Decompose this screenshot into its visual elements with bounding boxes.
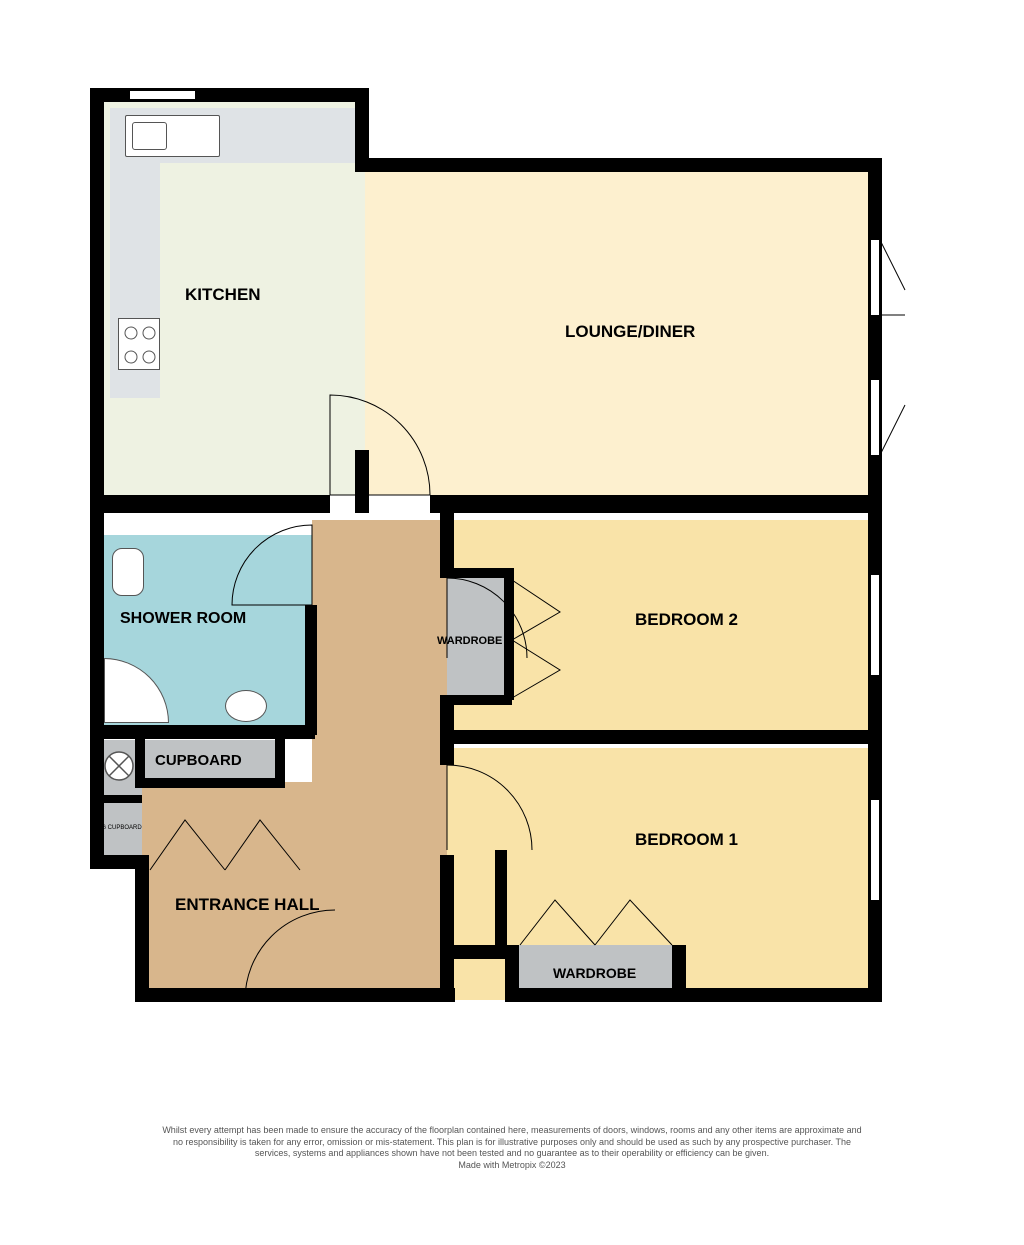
wall (495, 850, 507, 950)
wall (447, 730, 882, 744)
label-hall: ENTRANCE HALL (175, 895, 320, 915)
label-kitchen: KITCHEN (185, 285, 261, 305)
room-hall-upper (312, 520, 447, 782)
window-lounge-right1 (868, 240, 882, 315)
wall (90, 495, 330, 513)
window-kitchen (130, 88, 195, 102)
label-lounge: LOUNGE/DINER (565, 322, 695, 342)
wall (305, 605, 317, 735)
wall (440, 855, 454, 1000)
wall (355, 450, 369, 513)
floorplan-canvas: KITCHEN LOUNGE/DINER SHOWER ROOM ENTRANC… (0, 0, 1024, 1245)
wall (355, 158, 880, 172)
wall (90, 88, 104, 500)
label-airing: NG CUPBOARD (97, 825, 142, 831)
wall (672, 988, 882, 1002)
disclaimer-body: Whilst every attempt has been made to en… (162, 1125, 861, 1158)
disclaimer-text: Whilst every attempt has been made to en… (162, 1125, 862, 1172)
disclaimer-credit: Made with Metropix ©2023 (458, 1160, 565, 1170)
toilet (112, 548, 144, 596)
label-wardrobe1: WARDROBE (553, 965, 636, 981)
label-cupboard: CUPBOARD (155, 752, 242, 769)
label-bedroom2: BEDROOM 2 (635, 610, 738, 630)
label-wardrobe2: WARDROBE (437, 635, 502, 647)
wall (355, 88, 369, 168)
label-bedroom1: BEDROOM 1 (635, 830, 738, 850)
wall (504, 568, 514, 700)
wall (135, 988, 455, 1002)
wall (90, 495, 104, 865)
wall (430, 495, 882, 513)
wall (90, 795, 142, 803)
boiler-icon (103, 750, 135, 782)
wall (447, 695, 512, 705)
window-bed2 (868, 575, 882, 675)
kitchen-hob (118, 318, 160, 370)
room-hall-lower (142, 782, 447, 1000)
kitchen-sink-bowl (132, 122, 167, 150)
window-bed1 (868, 800, 882, 900)
basin (225, 690, 267, 722)
wall (447, 568, 512, 578)
label-shower: SHOWER ROOM (120, 610, 246, 628)
wall (135, 855, 149, 1000)
wall (505, 988, 685, 1002)
wall (135, 778, 285, 788)
window-lounge-right2 (868, 380, 882, 455)
